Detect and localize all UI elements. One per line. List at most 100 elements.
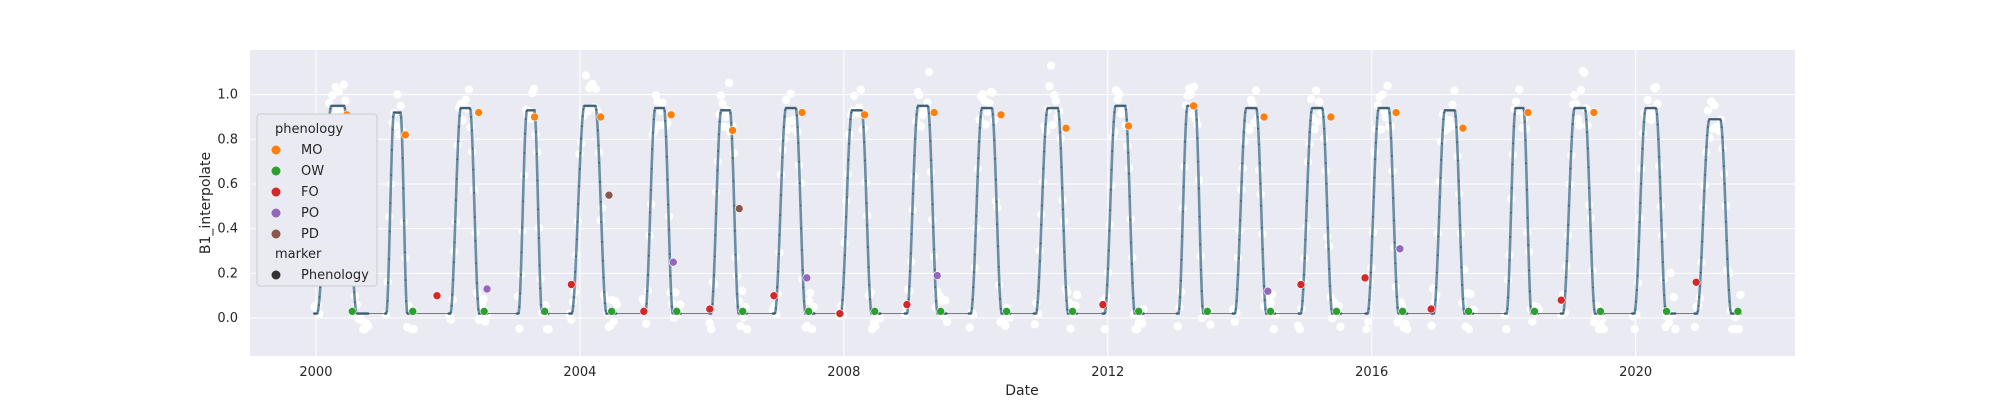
daily-dot [979, 116, 982, 119]
legend-marker-mo [271, 145, 281, 155]
daily-dot [712, 290, 715, 293]
daily-dot [597, 144, 600, 147]
daily-dot [1528, 290, 1531, 293]
raw-point [1575, 121, 1584, 130]
raw-point [1664, 318, 1674, 327]
raw-point [1328, 314, 1337, 323]
daily-dot [1507, 296, 1510, 299]
phenology-point-mo [596, 112, 605, 122]
raw-point [1315, 97, 1324, 107]
raw-point [1313, 117, 1322, 126]
daily-dot [796, 126, 799, 129]
daily-dot [1662, 279, 1665, 282]
daily-dot [647, 274, 649, 276]
daily-dot [1512, 125, 1515, 128]
x-tick-label: 2008 [827, 365, 860, 380]
daily-dot [1528, 269, 1530, 272]
daily-dot [455, 178, 458, 180]
daily-dot [779, 214, 782, 216]
daily-dot [1698, 296, 1701, 299]
daily-dot [913, 154, 916, 157]
daily-dot [798, 160, 800, 163]
daily-dot [1462, 298, 1464, 301]
daily-dot [400, 116, 403, 119]
raw-point [1072, 290, 1082, 300]
raw-point [924, 67, 934, 77]
daily-dot [1109, 209, 1112, 212]
daily-dot [929, 140, 932, 142]
daily-dot [476, 282, 478, 284]
daily-dot [780, 194, 782, 196]
daily-dot [1309, 119, 1312, 122]
daily-dot [1661, 241, 1663, 243]
daily-dot [980, 109, 983, 112]
daily-dot [1104, 311, 1106, 314]
daily-dot [537, 208, 540, 211]
raw-point [781, 95, 791, 105]
daily-dot [1572, 114, 1575, 116]
phenology-point-fo [769, 291, 779, 300]
daily-dot [476, 297, 479, 300]
raw-point [1245, 125, 1254, 135]
daily-dot [1567, 223, 1570, 226]
raw-point [339, 80, 348, 89]
phenology-point-fo [639, 307, 649, 316]
daily-dot [928, 112, 930, 115]
daily-dot [774, 307, 777, 310]
daily-dot [915, 113, 918, 116]
raw-point [1030, 320, 1039, 329]
daily-dot [713, 274, 715, 277]
daily-dot [1260, 226, 1263, 229]
daily-dot [797, 142, 800, 144]
daily-dot [596, 129, 599, 132]
daily-dot [458, 114, 461, 117]
daily-dot [1038, 260, 1041, 263]
raw-point [985, 98, 994, 108]
daily-dot [1393, 219, 1395, 222]
daily-dot [650, 167, 653, 170]
raw-point [1133, 324, 1142, 334]
daily-dot [1435, 286, 1438, 289]
daily-dot [648, 233, 651, 236]
daily-dot [1396, 306, 1399, 309]
daily-dot [777, 270, 779, 273]
daily-dot [1589, 208, 1591, 211]
daily-dot [879, 312, 882, 315]
raw-point [1464, 324, 1474, 334]
daily-dot [456, 158, 459, 161]
daily-dot [1042, 167, 1045, 170]
raw-point [1206, 320, 1215, 329]
daily-dot [910, 233, 913, 235]
raw-point [1311, 86, 1321, 95]
daily-dot [777, 253, 780, 255]
daily-dot [782, 126, 785, 128]
daily-dot [1310, 111, 1313, 114]
daily-dot [663, 110, 666, 112]
phenology-point-fo [567, 280, 576, 289]
daily-dot [669, 274, 672, 277]
x-tick-label: 2012 [1091, 365, 1124, 380]
daily-dot [1406, 312, 1409, 315]
daily-dot [1183, 161, 1186, 164]
daily-dot [519, 292, 521, 295]
daily-dot [457, 140, 460, 143]
daily-dot [976, 195, 978, 197]
daily-dot [728, 109, 731, 112]
daily-dot [1057, 110, 1060, 113]
daily-dot [1242, 145, 1244, 148]
daily-dot [931, 203, 934, 206]
daily-dot [1258, 162, 1261, 164]
daily-dot [1322, 115, 1325, 118]
daily-dot [1588, 187, 1591, 189]
daily-dot [1329, 285, 1331, 288]
daily-dot [1390, 154, 1393, 157]
daily-dot [1525, 162, 1528, 165]
raw-point [806, 288, 815, 298]
daily-dot [1197, 160, 1200, 163]
daily-dot [1454, 109, 1456, 112]
daily-dot [730, 122, 733, 124]
raw-point [981, 120, 991, 129]
y-axis-label: B1_interpolate [198, 152, 214, 254]
daily-dot [538, 264, 541, 267]
raw-point [583, 107, 592, 116]
